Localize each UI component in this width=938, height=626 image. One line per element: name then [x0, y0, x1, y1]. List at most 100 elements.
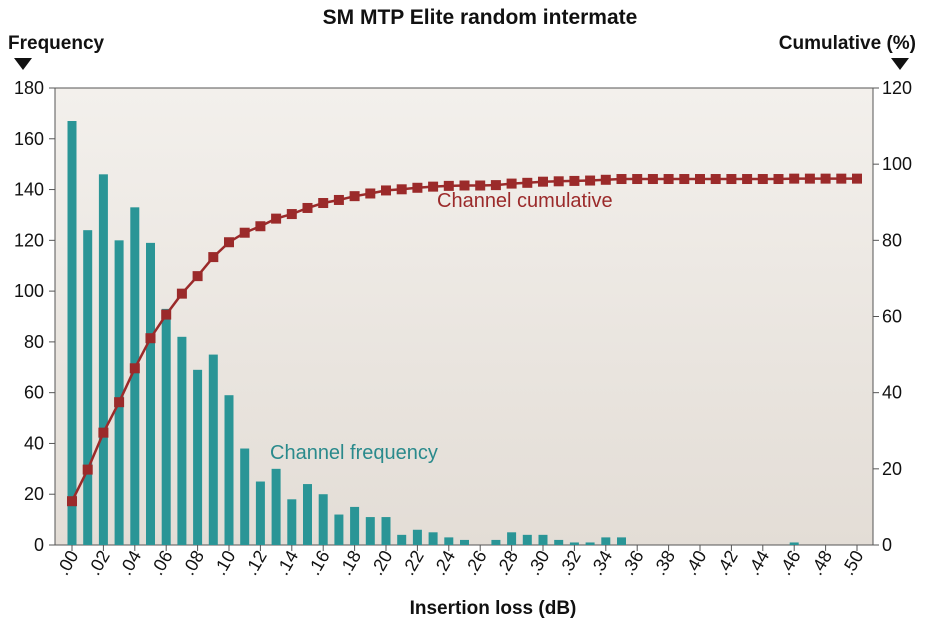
frequency-bar: [161, 308, 171, 545]
cumulative-point: [647, 174, 658, 185]
cumulative-point: [271, 213, 282, 224]
x-tick-label: .16: [304, 547, 334, 579]
right-tick-label: 0: [882, 535, 892, 555]
frequency-bar: [538, 534, 548, 545]
frequency-bar: [381, 517, 391, 545]
cumulative-point: [286, 209, 297, 220]
cumulative-point: [176, 288, 187, 299]
frequency-bar: [98, 174, 108, 546]
cumulative-point: [585, 175, 596, 186]
chart-title: SM MTP Elite random intermate: [323, 6, 638, 29]
x-tick-label: .02: [84, 547, 114, 579]
frequency-bar: [177, 336, 187, 545]
x-tick-label: .50: [838, 547, 868, 579]
plot-area: [54, 87, 874, 546]
x-tick-label: .38: [649, 547, 679, 579]
cumulative-point: [67, 496, 77, 507]
cumulative-point: [538, 176, 548, 187]
cumulative-point: [789, 173, 800, 184]
left-tick-label: 20: [24, 484, 44, 504]
cumulative-point: [773, 174, 784, 185]
cumulative-point: [396, 184, 407, 195]
series-label-cumulative: Channel cumulative: [437, 190, 613, 212]
right-tick-label: 80: [882, 230, 902, 250]
cumulative-point: [726, 174, 737, 185]
frequency-bar: [554, 539, 564, 545]
left-axis-marker: [14, 58, 32, 70]
frequency-bar: [522, 534, 532, 545]
left-tick-label: 80: [24, 332, 44, 352]
frequency-bar: [601, 537, 611, 545]
x-axis-title: Insertion loss (dB): [410, 598, 577, 619]
frequency-bar: [83, 230, 93, 545]
x-tick-label: .12: [241, 547, 271, 579]
cumulative-point: [381, 185, 391, 196]
frequency-bar: [412, 529, 422, 545]
frequency-bar: [444, 537, 454, 545]
frequency-bar: [255, 481, 265, 545]
cumulative-point: [145, 333, 156, 344]
cumulative-point: [616, 174, 627, 185]
cumulative-point: [365, 188, 376, 199]
left-tick-label: 120: [14, 230, 44, 250]
cumulative-point: [522, 177, 533, 188]
cumulative-point: [553, 176, 564, 187]
frequency-bar: [208, 354, 218, 545]
right-axis-ticks: 0 20 40 60 80 100 120: [873, 78, 912, 555]
frequency-bar: [303, 484, 312, 545]
frequency-bar: [193, 369, 203, 545]
frequency-bar: [617, 537, 626, 545]
cumulative-point: [852, 173, 862, 184]
right-tick-label: 60: [882, 307, 902, 327]
frequency-bar: [130, 207, 140, 546]
frequency-bar: [350, 506, 360, 545]
frequency-bar: [146, 242, 155, 545]
cumulative-point: [710, 174, 721, 185]
cumulative-point: [349, 191, 360, 202]
x-axis-ticks: .00.02.04.06.08.10.12.14.16.18.20.22.24.…: [53, 545, 868, 579]
cumulative-point: [475, 180, 486, 191]
frequency-bar: [491, 539, 501, 545]
x-tick-label: .10: [210, 547, 240, 579]
left-tick-label: 40: [24, 433, 44, 453]
cumulative-point: [836, 173, 847, 184]
cumulative-point: [804, 173, 815, 184]
cumulative-point: [333, 194, 344, 205]
x-tick-label: .18: [335, 547, 365, 579]
right-axis-title: Cumulative (%): [779, 33, 916, 54]
frequency-bar: [397, 534, 407, 545]
frequency-bar: [789, 542, 799, 545]
cumulative-point: [224, 237, 234, 248]
x-tick-label: .00: [53, 547, 83, 579]
series-label-frequency: Channel frequency: [270, 442, 438, 464]
cumulative-point: [679, 174, 690, 185]
right-axis-marker: [891, 58, 909, 70]
x-tick-label: .04: [115, 547, 145, 579]
cumulative-point: [742, 174, 753, 185]
cumulative-point: [161, 309, 172, 320]
cumulative-point: [82, 464, 93, 475]
x-tick-label: .34: [586, 547, 616, 579]
right-tick-label: 120: [882, 78, 912, 98]
x-tick-label: .36: [618, 547, 648, 579]
cumulative-point: [632, 174, 643, 185]
cumulative-point: [490, 180, 501, 191]
cumulative-point: [428, 181, 439, 192]
cumulative-point: [820, 173, 831, 184]
frequency-bar: [240, 448, 250, 545]
cumulative-point: [239, 227, 250, 238]
x-tick-label: .42: [712, 547, 742, 579]
cumulative-point: [412, 182, 423, 193]
cumulative-point: [255, 221, 266, 232]
left-tick-label: 180: [14, 78, 44, 98]
x-tick-label: .46: [775, 547, 805, 579]
cumulative-point: [600, 174, 611, 185]
left-tick-label: 160: [14, 129, 44, 149]
x-tick-label: .28: [492, 547, 522, 579]
frequency-bar: [334, 514, 344, 545]
cumulative-point: [302, 202, 313, 213]
x-tick-label: .26: [461, 547, 491, 579]
x-tick-label: .24: [429, 547, 459, 579]
frequency-bar: [224, 395, 234, 545]
